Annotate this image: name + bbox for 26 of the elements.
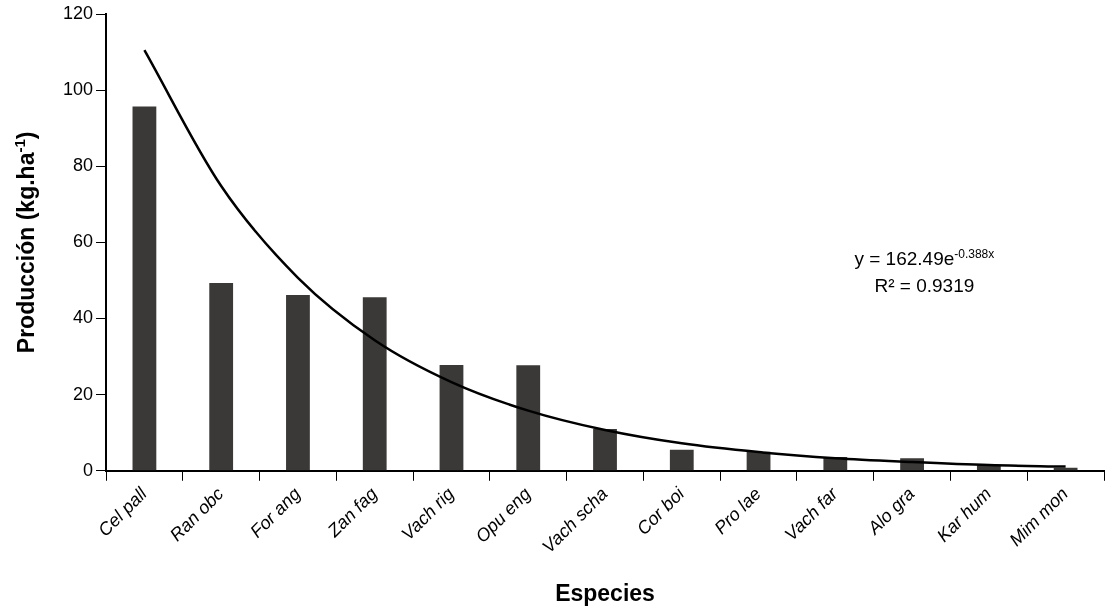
x-tick-label: Opu eng [471, 483, 535, 547]
bar [362, 297, 387, 471]
annotation: R² = 0.9319 [874, 275, 975, 297]
x-tick-label: Cor boi [632, 482, 689, 539]
x-tick-label: Zan fag [323, 483, 382, 542]
bar [516, 365, 541, 471]
x-tick-label: Ran obc [165, 483, 228, 546]
x-axis-title: Especies [555, 580, 655, 606]
x-tick-label: Alo gra [863, 483, 919, 539]
bar [209, 283, 234, 471]
y-tick-label: 100 [62, 79, 94, 100]
line-series [143, 48, 1067, 468]
bar [132, 106, 157, 471]
bar [286, 294, 310, 471]
x-tick-label: For ang [246, 483, 305, 542]
y-axis-title: Producción (kg.ha-1) [10, 131, 39, 354]
bar [669, 449, 694, 471]
bar [593, 428, 617, 471]
y-tick-label: 80 [73, 155, 94, 176]
bar [439, 364, 464, 471]
y-tick-label: 20 [73, 383, 94, 404]
y-tick-label: 0 [83, 459, 94, 480]
y-tick-label: 60 [73, 231, 94, 252]
y-tick-label: 120 [62, 2, 94, 23]
x-tick-label: Pro lae [710, 483, 765, 539]
y-tick-label: 40 [73, 307, 94, 328]
